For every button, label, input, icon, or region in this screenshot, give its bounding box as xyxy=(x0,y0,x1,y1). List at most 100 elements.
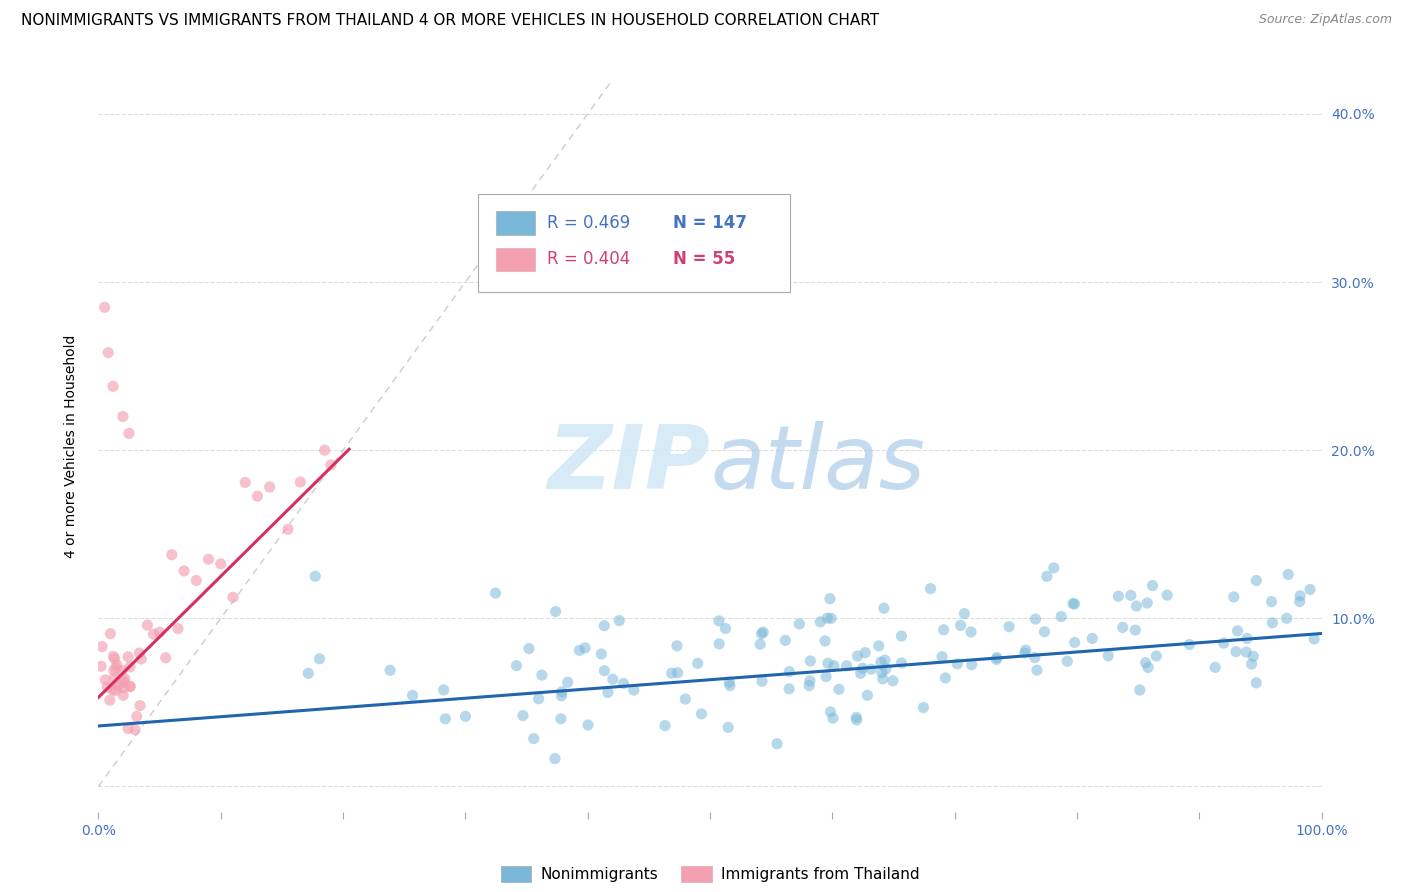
Point xyxy=(1129,683,1152,698)
Point xyxy=(912,700,935,714)
Point xyxy=(1097,648,1119,663)
Point xyxy=(932,623,955,637)
Point xyxy=(666,665,689,680)
Text: ZIP: ZIP xyxy=(547,421,710,508)
Point xyxy=(576,718,599,732)
Point xyxy=(136,618,159,632)
FancyBboxPatch shape xyxy=(478,194,790,293)
Point xyxy=(775,633,797,648)
Point xyxy=(960,657,983,672)
Point xyxy=(707,614,730,628)
Text: R = 0.404: R = 0.404 xyxy=(547,251,631,268)
Point xyxy=(1178,638,1201,652)
Text: N = 147: N = 147 xyxy=(673,214,748,232)
FancyBboxPatch shape xyxy=(496,248,536,271)
Point xyxy=(104,683,127,698)
Point xyxy=(815,611,838,625)
Point xyxy=(1222,590,1244,604)
Point xyxy=(1063,635,1085,649)
Point xyxy=(186,574,208,588)
Point xyxy=(308,652,330,666)
Point xyxy=(1144,648,1167,663)
Point xyxy=(1156,588,1178,602)
Point xyxy=(120,680,142,694)
Point xyxy=(104,651,127,665)
Point xyxy=(593,664,616,678)
Point xyxy=(1036,569,1059,583)
Point xyxy=(661,666,683,681)
Point xyxy=(90,659,112,673)
Point xyxy=(197,552,219,566)
Point xyxy=(103,649,125,664)
Point xyxy=(297,666,319,681)
Point xyxy=(1015,643,1038,657)
Point xyxy=(97,345,120,359)
Point xyxy=(1135,656,1157,670)
Point xyxy=(277,522,299,536)
Point xyxy=(128,646,150,660)
Point xyxy=(953,607,976,621)
Point xyxy=(751,626,773,640)
Point xyxy=(607,614,630,628)
Point xyxy=(550,689,572,703)
Point xyxy=(718,675,741,690)
Text: atlas: atlas xyxy=(710,421,925,508)
Point xyxy=(820,611,842,625)
Point xyxy=(890,629,912,643)
Point xyxy=(1299,582,1322,597)
Point xyxy=(129,698,152,713)
Point xyxy=(931,649,953,664)
Point xyxy=(1236,632,1258,646)
Point xyxy=(527,691,550,706)
Point xyxy=(815,670,838,684)
Point xyxy=(544,605,567,619)
Point xyxy=(108,677,131,691)
Point xyxy=(1081,632,1104,646)
Point xyxy=(484,586,506,600)
Point xyxy=(551,684,574,698)
Point xyxy=(149,625,172,640)
Point xyxy=(612,676,634,690)
Point xyxy=(1112,620,1135,634)
Point xyxy=(998,620,1021,634)
Point xyxy=(717,720,740,734)
Point xyxy=(512,708,534,723)
Point xyxy=(1212,636,1234,650)
Point xyxy=(868,639,890,653)
Point xyxy=(114,672,136,686)
Point xyxy=(93,300,115,314)
Point xyxy=(117,649,139,664)
Point xyxy=(817,657,839,671)
Point xyxy=(778,665,800,679)
Point xyxy=(714,622,737,636)
Point xyxy=(1062,597,1084,611)
Point xyxy=(946,657,969,671)
Point xyxy=(665,639,688,653)
Point xyxy=(882,673,904,688)
Point xyxy=(1125,599,1147,613)
Point xyxy=(1303,632,1326,646)
Point xyxy=(1240,657,1263,671)
Point xyxy=(751,674,773,689)
Point xyxy=(233,475,256,490)
Point xyxy=(602,672,624,686)
Point xyxy=(304,569,326,583)
Point xyxy=(401,689,423,703)
Point xyxy=(875,662,897,676)
Point xyxy=(799,679,821,693)
Point xyxy=(112,675,135,690)
Point xyxy=(505,658,527,673)
Point xyxy=(112,673,135,688)
Point xyxy=(1260,594,1282,608)
Point xyxy=(960,624,983,639)
Point xyxy=(823,658,845,673)
Point xyxy=(856,689,879,703)
Point xyxy=(1277,567,1299,582)
Point xyxy=(155,650,177,665)
Point xyxy=(142,627,165,641)
Point xyxy=(118,426,141,441)
Text: R = 0.469: R = 0.469 xyxy=(547,214,631,232)
Point xyxy=(259,480,281,494)
Point xyxy=(1056,654,1078,668)
Point xyxy=(1289,589,1312,603)
